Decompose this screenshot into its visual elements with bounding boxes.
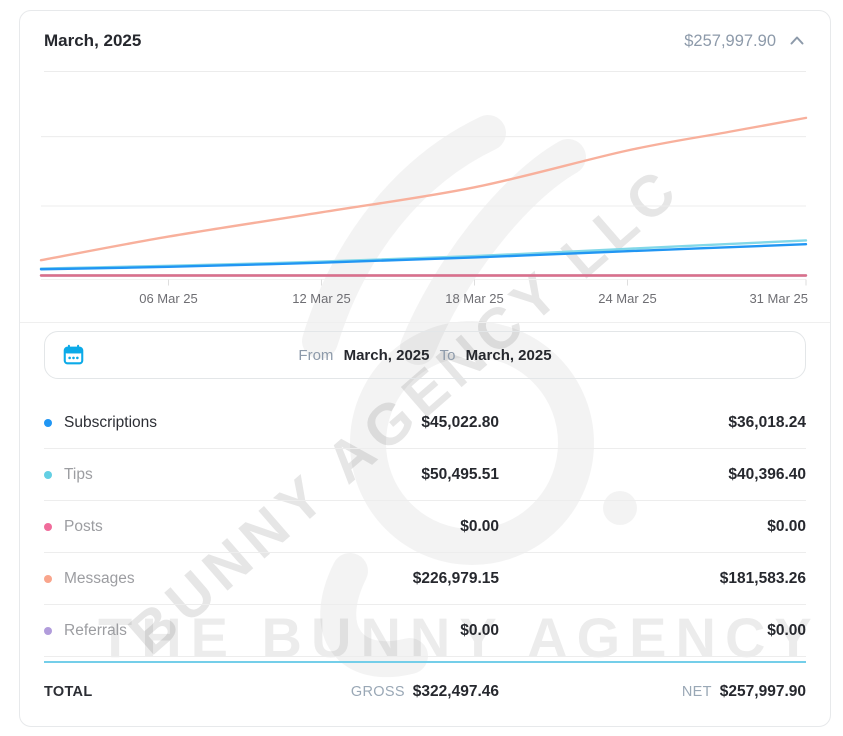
series-color-dot <box>44 626 52 635</box>
gross-value: $50,495.51 <box>421 465 499 483</box>
net-value: $0.00 <box>767 517 806 535</box>
series-color-dot <box>44 418 52 427</box>
series-line-messages <box>39 116 808 262</box>
svg-text:06 Mar 25: 06 Mar 25 <box>139 291 198 306</box>
svg-text:12 Mar 25: 12 Mar 25 <box>292 291 351 306</box>
to-label: To <box>439 346 456 364</box>
gross-value: $0.00 <box>460 517 499 535</box>
svg-text:18 Mar 25: 18 Mar 25 <box>445 291 504 306</box>
date-range-text: From March, 2025 To March, 2025 <box>295 347 554 364</box>
series-line-subscriptions <box>39 243 808 271</box>
total-net-value: $257,997.90 <box>719 683 806 700</box>
from-label: From <box>298 346 334 364</box>
gross-value: $0.00 <box>460 621 499 639</box>
svg-text:24 Mar 25: 24 Mar 25 <box>598 291 657 306</box>
calendar-icon[interactable] <box>61 343 86 368</box>
total-label: TOTAL <box>44 684 93 700</box>
earnings-card: BUNNY AGENCY LLC THE BUNNY AGENCY March,… <box>19 10 831 727</box>
series-label: Messages <box>64 569 135 587</box>
chevron-up-icon[interactable] <box>788 32 806 50</box>
table-row[interactable]: Subscriptions $45,022.80 $36,018.24 <box>44 397 806 449</box>
table-row[interactable]: Posts $0.00 $0.00 <box>44 501 806 553</box>
gross-value: $226,979.15 <box>412 569 499 587</box>
period-title: March, 2025 <box>44 31 142 50</box>
net-label: NET <box>681 684 712 700</box>
date-range-selector[interactable]: From March, 2025 To March, 2025 <box>44 331 806 379</box>
series-color-dot <box>44 574 52 583</box>
table-row[interactable]: Tips $50,495.51 $40,396.40 <box>44 449 806 501</box>
net-value: $36,018.24 <box>728 413 806 431</box>
series-label: Tips <box>64 465 93 483</box>
series-line-tips <box>39 239 808 270</box>
period-net-amount: $257,997.90 <box>684 31 776 50</box>
net-value: $181,583.26 <box>719 569 806 587</box>
total-row: TOTAL GROSS $322,497.46 NET $257,997.90 <box>44 663 806 721</box>
table-row[interactable]: Referrals $0.00 $0.00 <box>44 605 806 657</box>
total-gross-value: $322,497.46 <box>412 683 499 700</box>
net-value: $40,396.40 <box>728 465 806 483</box>
series-label: Posts <box>64 517 103 535</box>
gross-value: $45,022.80 <box>421 413 499 431</box>
series-label: Subscriptions <box>64 413 158 431</box>
earnings-chart-svg: 06 Mar 25 12 Mar 25 18 Mar 25 24 Mar 25 31 M… <box>39 116 808 306</box>
to-value: March, 2025 <box>465 346 552 364</box>
svg-text:31 Mar 25: 31 Mar 25 <box>749 291 808 306</box>
from-value: March, 2025 <box>343 346 430 364</box>
net-value: $0.00 <box>767 621 806 639</box>
series-label: Referrals <box>64 621 127 639</box>
total-divider <box>44 661 806 663</box>
series-color-dot <box>44 470 52 479</box>
gross-label: GROSS <box>350 684 405 700</box>
earnings-chart[interactable]: 06 Mar 25 12 Mar 25 18 Mar 25 24 Mar 25 31 M… <box>20 72 830 323</box>
table-row[interactable]: Messages $226,979.15 $181,583.26 <box>44 553 806 605</box>
series-color-dot <box>44 522 52 531</box>
card-header: March, 2025 $257,997.90 <box>20 11 830 71</box>
earnings-table: Subscriptions $45,022.80 $36,018.24 Tips… <box>44 397 806 721</box>
header-divider <box>44 71 806 72</box>
